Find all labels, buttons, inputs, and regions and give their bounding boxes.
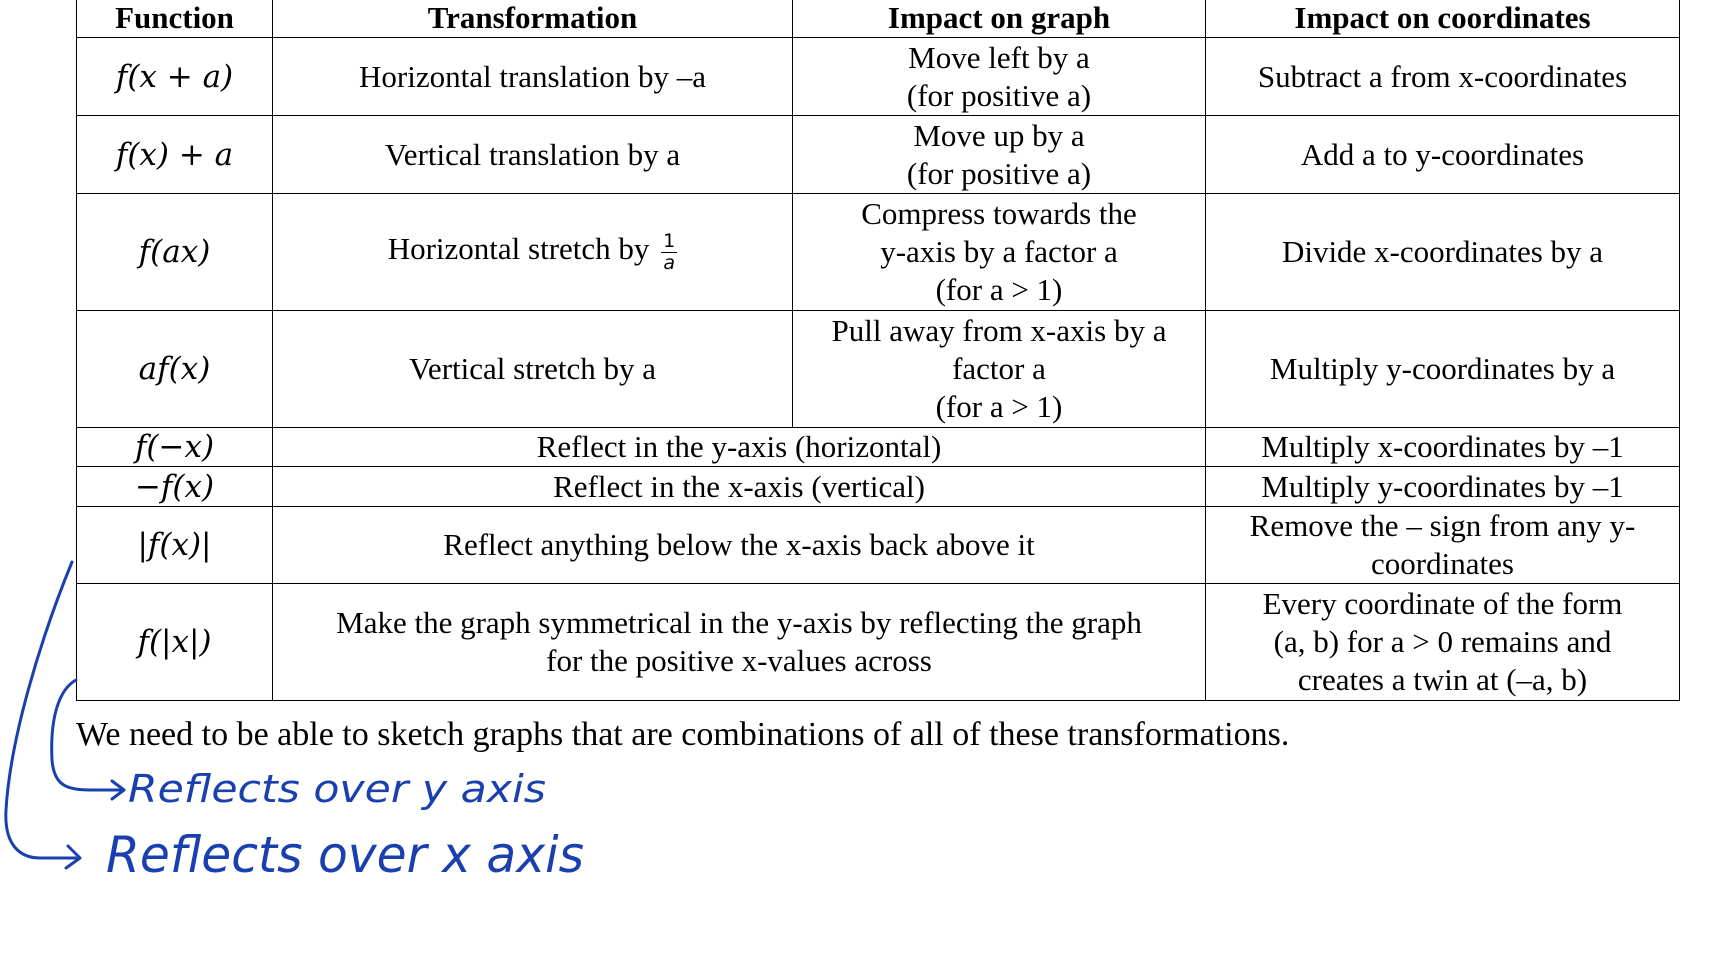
transformation-cell: Horizontal stretch by 1 a	[272, 193, 793, 311]
coordinate-impact-line: Every coordinate of the form	[1262, 586, 1623, 621]
table-row: f(−x) Reflect in the y-axis (horizontal)…	[76, 427, 1680, 467]
coordinate-impact-line: creates a twin at (–a, b)	[1297, 662, 1588, 697]
graph-impact-line: (for a > 1)	[935, 272, 1063, 307]
coordinate-impact-cell: Add a to y-coordinates	[1205, 115, 1680, 194]
table-row: |f(x)| Reflect anything below the x-axis…	[76, 506, 1680, 584]
coordinate-impact-cell: Divide x-coordinates by a	[1205, 193, 1680, 311]
annotation-bracket-inner	[50, 678, 122, 792]
header-transformation: Transformation	[272, 0, 793, 38]
coordinate-impact-cell: Subtract a from x-coordinates	[1205, 37, 1680, 116]
function-cell: af(x)	[76, 310, 273, 428]
merged-description-line: Reflect anything below the x-axis back a…	[443, 527, 1035, 562]
graph-impact-line: Pull away from x-axis by a	[831, 313, 1167, 348]
annotation-reflects-over-y-axis: Reflects over y axis	[128, 767, 546, 811]
coordinate-impact-line: Multiply x-coordinates by –1	[1261, 429, 1624, 464]
header-function: Function	[76, 0, 273, 38]
function-cell: −f(x)	[76, 466, 273, 507]
coordinate-impact-line: Divide x-coordinates by a	[1281, 234, 1604, 269]
coordinate-impact-cell: Multiply y-coordinates by –1	[1205, 466, 1680, 507]
graph-impact-cell: Pull away from x-axis by a factor a (for…	[792, 310, 1206, 428]
graph-impact-line: (for a > 1)	[935, 389, 1063, 424]
coordinate-impact-cell: Multiply y-coordinates by a	[1205, 310, 1680, 428]
header-impact-graph: Impact on graph	[792, 0, 1206, 38]
coordinate-impact-line: Remove the – sign from any y-	[1249, 508, 1636, 543]
function-cell: f(ax)	[76, 193, 273, 311]
merged-description-cell: Make the graph symmetrical in the y-axis…	[272, 583, 1206, 701]
annotation-arrowhead-outer	[64, 844, 82, 870]
fraction-one-over-a: 1 a	[661, 229, 678, 274]
header-impact-coordinates: Impact on coordinates	[1205, 0, 1680, 38]
fraction-denominator: a	[663, 251, 676, 274]
coordinate-impact-line: Multiply y-coordinates by –1	[1261, 468, 1624, 504]
merged-description-cell: Reflect in the y-axis (horizontal)	[272, 427, 1206, 467]
function-cell: f(−x)	[76, 427, 273, 467]
graph-impact-line: Move up by a	[913, 117, 1085, 153]
transformation-cell: Horizontal translation by –a	[272, 37, 793, 116]
graph-impact-line: y-axis by a factor a	[880, 234, 1118, 269]
coordinate-impact-line: Multiply y-coordinates by a	[1269, 351, 1616, 386]
graph-impact-line: factor a	[952, 351, 1046, 386]
graph-impact-cell: Move left by a (for positive a)	[792, 37, 1206, 116]
transformation-text: Horizontal stretch by	[387, 231, 650, 267]
table-row: f(|x|) Make the graph symmetrical in the…	[76, 583, 1680, 701]
table-row: af(x) Vertical stretch by a Pull away fr…	[76, 310, 1680, 428]
fraction-numerator: 1	[661, 229, 678, 253]
annotation-arrowhead-inner	[110, 779, 126, 801]
table-row: f(ax) Horizontal stretch by 1 a Compress…	[76, 193, 1680, 311]
coordinate-impact-line: (a, b) for a > 0 remains and	[1273, 624, 1612, 659]
transformation-cell: Vertical translation by a	[272, 115, 793, 194]
table-row: f(x) + a Vertical translation by a Move …	[76, 115, 1680, 194]
graph-impact-cell: Compress towards the y-axis by a factor …	[792, 193, 1206, 311]
function-cell: |f(x)|	[76, 506, 273, 584]
merged-description-line: for the positive x-values across	[546, 643, 932, 678]
graph-impact-cell: Move up by a (for positive a)	[792, 115, 1206, 194]
coordinate-impact-cell: Remove the – sign from any y- coordinate…	[1205, 506, 1680, 584]
annotation-reflects-over-x-axis: Reflects over x axis	[106, 826, 584, 884]
coordinate-impact-cell: Multiply x-coordinates by –1	[1205, 427, 1680, 467]
summary-sentence: We need to be able to sketch graphs that…	[76, 716, 1290, 753]
graph-impact-line: Move left by a	[908, 39, 1090, 75]
graph-impact-line: Compress towards the	[861, 196, 1137, 231]
table-row: f(x + a) Horizontal translation by –a Mo…	[76, 37, 1680, 116]
annotation-bracket-outer	[4, 560, 78, 860]
graph-impact-line: (for positive a)	[906, 155, 1092, 191]
graph-impact-line: (for positive a)	[906, 77, 1092, 113]
function-cell: f(|x|)	[76, 583, 273, 701]
merged-description-line: Make the graph symmetrical in the y-axis…	[336, 605, 1142, 640]
transformations-table: Function Transformation Impact on graph …	[76, 0, 1680, 701]
coordinate-impact-line: Add a to y-coordinates	[1300, 136, 1585, 172]
coordinate-impact-cell: Every coordinate of the form (a, b) for …	[1205, 583, 1680, 701]
table-header-row: Function Transformation Impact on graph …	[76, 0, 1680, 38]
coordinate-impact-line: Subtract a from x-coordinates	[1257, 58, 1628, 94]
coordinate-impact-line: coordinates	[1371, 546, 1514, 581]
merged-description-cell: Reflect anything below the x-axis back a…	[272, 506, 1206, 584]
